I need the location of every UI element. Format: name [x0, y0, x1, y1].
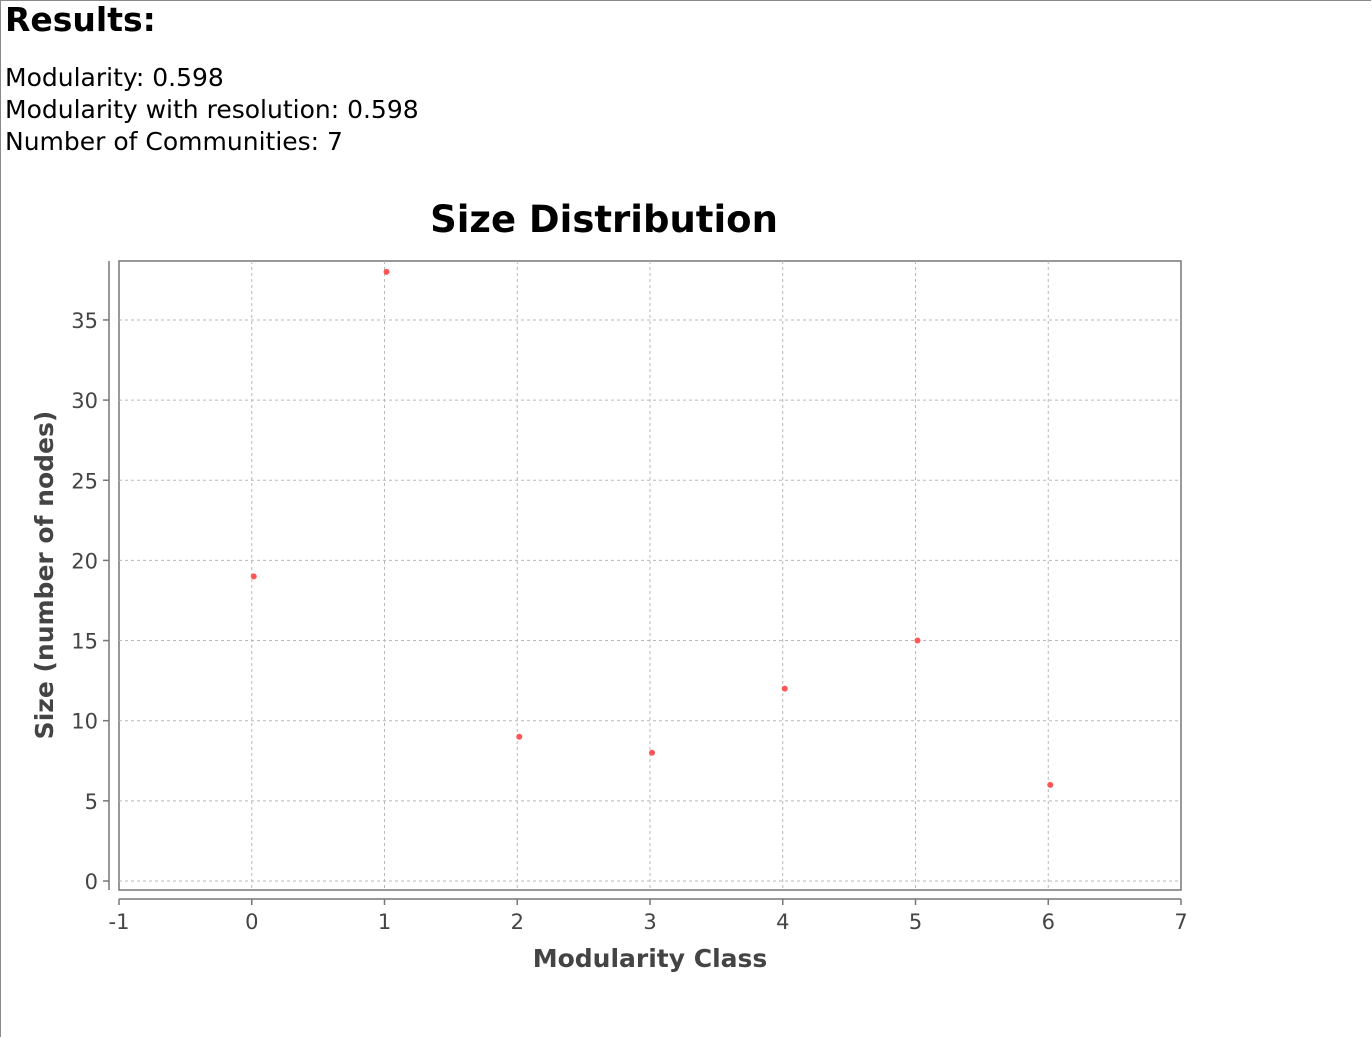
y-axis-label: Size (number of nodes)	[30, 411, 59, 740]
x-tick-label: 3	[643, 910, 656, 934]
data-point	[516, 733, 523, 740]
communities-count: Number of Communities: 7	[5, 127, 343, 156]
x-axis-label: Modularity Class	[533, 944, 768, 973]
x-tick-label: 4	[776, 910, 789, 934]
x-tick-label: 6	[1042, 910, 1055, 934]
data-points	[250, 268, 1054, 788]
x-tick-label: 0	[245, 910, 258, 934]
y-tick-label: 30	[71, 389, 98, 413]
y-tick-label: 20	[71, 549, 98, 573]
x-tick-label: 7	[1174, 910, 1187, 934]
data-point	[781, 685, 788, 692]
y-tick-label: 5	[85, 790, 98, 814]
axis-ticks: -1 0 1 2 3 4 5 6 7 0 5 10 15 20 25 30 35	[71, 309, 1187, 934]
data-point	[250, 573, 257, 580]
y-tick-label: 10	[71, 710, 98, 734]
y-tick-label: 0	[85, 870, 98, 894]
results-heading: Results:	[5, 0, 156, 39]
modularity-resolution-value: Modularity with resolution: 0.598	[5, 95, 419, 124]
x-tick-label: 5	[909, 910, 922, 934]
data-point	[383, 268, 390, 275]
y-tick-label: 25	[71, 469, 98, 493]
data-point	[914, 637, 921, 644]
x-tick-label: 1	[378, 910, 391, 934]
y-tick-label: 15	[71, 630, 98, 654]
data-point	[1047, 781, 1054, 788]
modularity-value: Modularity: 0.598	[5, 63, 224, 92]
x-tick-label: 2	[511, 910, 524, 934]
x-tick-label: -1	[109, 910, 130, 934]
results-stats: Modularity: 0.598 Modularity with resolu…	[5, 62, 419, 158]
data-point	[649, 749, 655, 756]
y-tick-label: 35	[71, 309, 98, 333]
chart-title: Size Distribution	[430, 198, 778, 241]
